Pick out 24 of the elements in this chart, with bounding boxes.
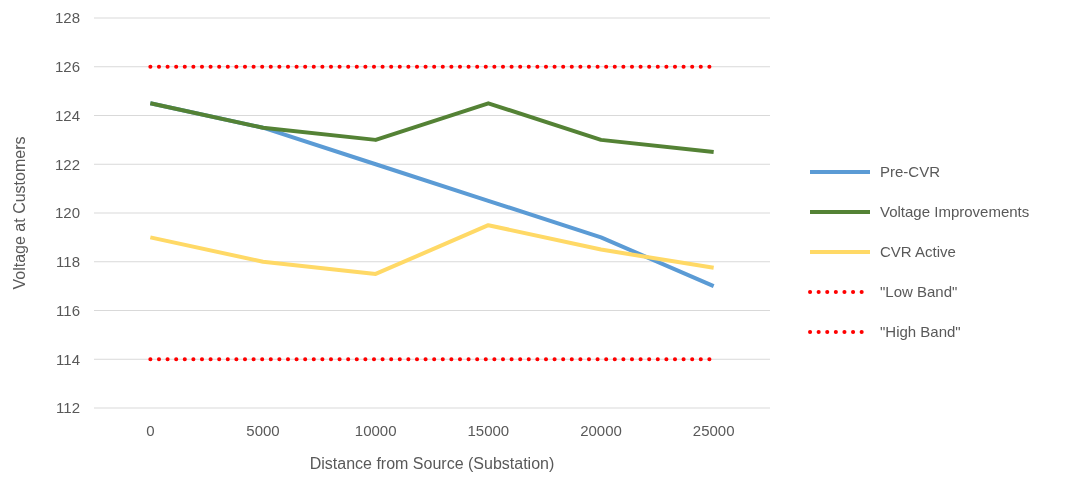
legend-label: Voltage Improvements bbox=[880, 203, 1030, 221]
x-axis-title: Distance from Source (Substation) bbox=[309, 455, 555, 472]
y-tick-label: 116 bbox=[56, 301, 80, 319]
y-tick-label: 114 bbox=[56, 350, 80, 368]
legend-label: "High Band" bbox=[880, 323, 961, 341]
y-tick-label: 120 bbox=[54, 204, 80, 222]
x-tick-label: 25000 bbox=[692, 422, 735, 439]
x-tick-label: 15000 bbox=[467, 422, 510, 439]
y-tick-label: 128 bbox=[54, 9, 80, 27]
x-tick-label: 20000 bbox=[580, 422, 622, 439]
line-series bbox=[148, 101, 716, 155]
legend-label: Pre-CVR bbox=[880, 163, 941, 181]
y-tick-label: 124 bbox=[54, 106, 80, 124]
y-axis-title: Voltage at Customers bbox=[11, 136, 28, 290]
y-tick-label: 112 bbox=[56, 399, 80, 417]
y-tick-label: 126 bbox=[54, 58, 80, 75]
legend-label: CVR Active bbox=[880, 243, 956, 261]
legend-label: "Low Band" bbox=[880, 283, 958, 301]
x-tick-label: 0 bbox=[146, 422, 155, 439]
x-tick-label: 10000 bbox=[354, 422, 397, 439]
y-tick-label: 118 bbox=[56, 253, 80, 270]
y-tick-label: 122 bbox=[54, 155, 80, 173]
line-series bbox=[148, 223, 716, 276]
x-tick-label: 5000 bbox=[246, 422, 280, 439]
